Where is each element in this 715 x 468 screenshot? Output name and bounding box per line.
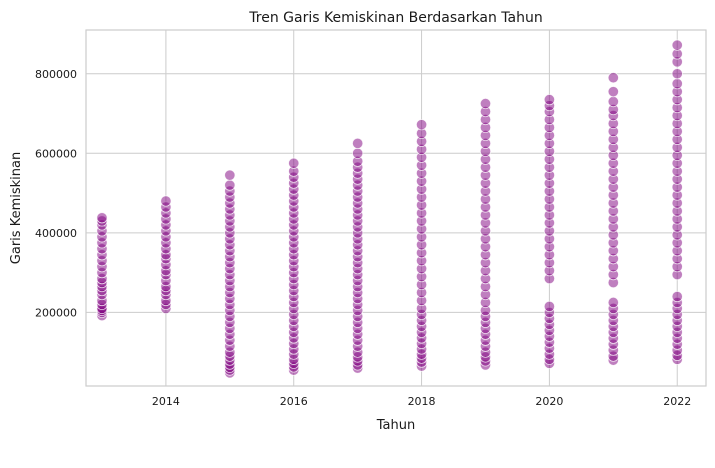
- scatter-point: [543, 300, 556, 313]
- scatter-point: [607, 95, 619, 108]
- x-tick-label: 2022: [663, 395, 691, 408]
- y-axis-label: Garis Kemiskinan: [9, 152, 24, 264]
- y-tick-label: 800000: [35, 68, 77, 81]
- scatter-point: [96, 212, 108, 224]
- x-tick-label: 2020: [535, 395, 563, 408]
- scatter-point: [224, 179, 236, 191]
- scatter-point: [543, 94, 556, 106]
- scatter-point: [671, 290, 683, 303]
- scatter-point: [224, 169, 236, 181]
- x-axis-label: Tahun: [376, 418, 415, 433]
- x-tick-label: 2014: [152, 395, 180, 408]
- y-tick-label: 400000: [35, 227, 77, 240]
- scatter-point: [352, 137, 364, 149]
- x-tick-label: 2016: [280, 395, 308, 408]
- ticks-layer: 2014 2016 2018 2020 2022 200000 400000 600000 80…: [35, 68, 691, 408]
- scatter-point: [479, 97, 492, 110]
- scatter-point: [160, 195, 172, 207]
- scatter-point: [352, 147, 364, 159]
- scatter-point: [288, 157, 300, 169]
- scatter-point: [607, 296, 619, 309]
- scatter-point: [607, 72, 619, 84]
- y-tick-label: 200000: [35, 306, 77, 319]
- scatter-point: [671, 68, 683, 80]
- points-layer: [96, 39, 683, 379]
- scatter-point: [415, 119, 428, 131]
- x-tick-label: 2018: [408, 395, 436, 408]
- y-tick-label: 600000: [35, 147, 77, 160]
- scatter-point: [607, 86, 619, 98]
- plot-frame: [85, 29, 707, 387]
- chart-title: Tren Garis Kemiskinan Berdasarkan Tahun: [248, 10, 542, 26]
- scatter-point: [671, 78, 683, 90]
- plot-background: [86, 30, 706, 386]
- scatter-point: [671, 39, 683, 51]
